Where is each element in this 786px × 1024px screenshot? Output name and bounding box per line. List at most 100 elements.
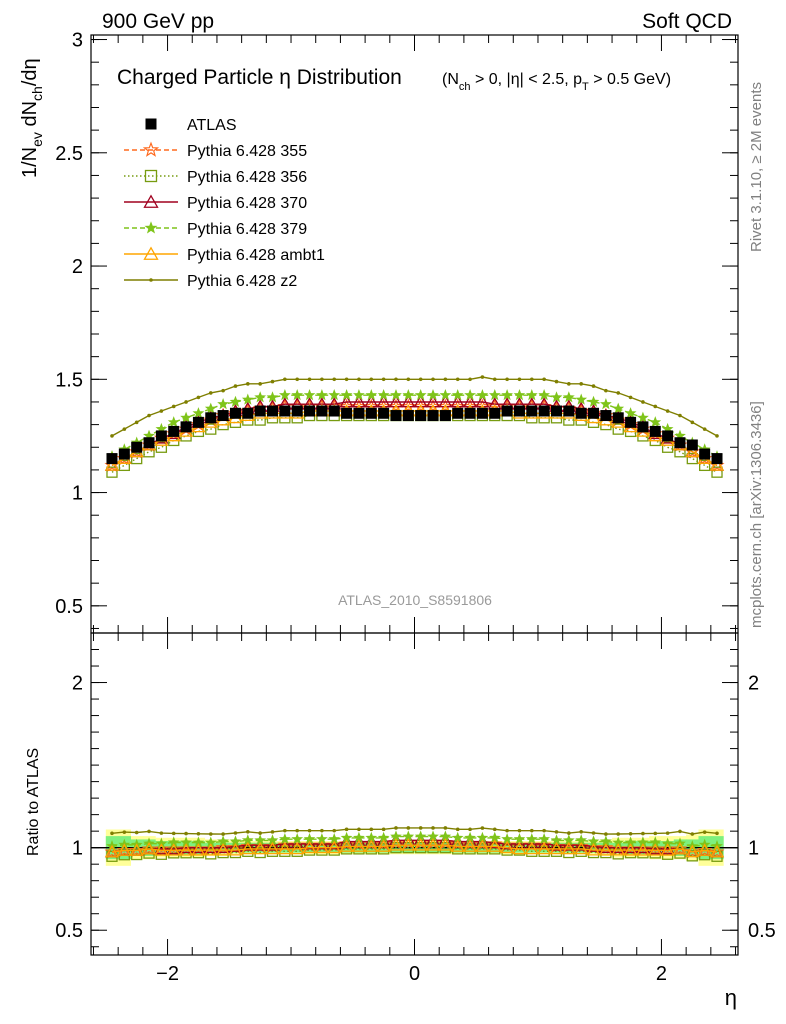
ratio-y-tick-label: 0.5 bbox=[55, 920, 83, 942]
data-point bbox=[488, 389, 501, 401]
ratio-point bbox=[591, 831, 596, 835]
data-point bbox=[316, 389, 328, 401]
ratio-point bbox=[155, 837, 168, 849]
y-tick-label: 2 bbox=[72, 256, 83, 278]
ratio-point bbox=[443, 826, 448, 830]
data-point bbox=[339, 394, 354, 408]
main-title-cuts: (Nch > 0, |η| < 2.5, pT > 0.5 GeV) bbox=[442, 71, 671, 93]
ratio-point bbox=[357, 827, 361, 832]
data-point bbox=[661, 441, 674, 453]
ratio-point bbox=[381, 827, 386, 832]
ratio-point bbox=[517, 828, 522, 833]
data-point bbox=[147, 413, 151, 418]
ratio-point bbox=[240, 841, 255, 855]
data-point bbox=[344, 377, 349, 382]
ratio-point bbox=[611, 843, 626, 856]
legend-entry: Pythia 6.428 ambt1 bbox=[124, 246, 325, 264]
data-point bbox=[480, 375, 485, 379]
data-point bbox=[204, 402, 217, 414]
data-point bbox=[562, 391, 575, 403]
main-y-axis-label: 1/Nev dNch/dη bbox=[19, 58, 45, 178]
ratio-point bbox=[406, 826, 411, 830]
ratio-point bbox=[439, 830, 452, 842]
y-tick-label: 3 bbox=[72, 30, 83, 52]
legend-marker bbox=[144, 169, 158, 183]
data-point bbox=[353, 389, 365, 401]
ratio-point bbox=[279, 833, 291, 845]
data-point bbox=[414, 389, 427, 401]
ratio-point bbox=[394, 826, 398, 830]
data-point bbox=[184, 400, 188, 404]
ratio-point bbox=[217, 835, 229, 847]
data-point bbox=[388, 394, 404, 408]
ratio-point bbox=[277, 837, 293, 852]
data-point bbox=[501, 389, 513, 401]
legend-label: Pythia 6.428 379 bbox=[187, 221, 307, 238]
ratio-point bbox=[418, 826, 423, 830]
ratio-point bbox=[612, 836, 625, 848]
data-point bbox=[217, 398, 229, 410]
data-point bbox=[192, 407, 205, 419]
data-point bbox=[579, 382, 583, 386]
ratio-point bbox=[258, 831, 262, 835]
ratio-point bbox=[637, 836, 649, 848]
ratio-point bbox=[616, 832, 621, 836]
ratio-point bbox=[208, 832, 213, 836]
ratio-point bbox=[678, 829, 682, 834]
data-point bbox=[377, 389, 390, 401]
legend-label: Pythia 6.428 356 bbox=[187, 169, 307, 186]
ratio-point bbox=[501, 833, 513, 845]
data-point bbox=[513, 405, 525, 417]
data-point bbox=[180, 421, 192, 433]
data-point bbox=[526, 405, 538, 417]
ratio-point bbox=[513, 833, 526, 845]
ratio-point bbox=[524, 841, 539, 855]
ratio-point bbox=[134, 830, 139, 835]
header-left: 900 GeV pp bbox=[102, 10, 214, 33]
ratio-point bbox=[402, 830, 415, 842]
ratio-point bbox=[600, 835, 612, 847]
legend-marker bbox=[144, 221, 158, 234]
ratio-point bbox=[413, 838, 428, 851]
data-point bbox=[381, 377, 386, 382]
ratio-point bbox=[624, 836, 637, 848]
ratio-point bbox=[241, 834, 254, 846]
data-point bbox=[455, 377, 460, 382]
ratio-point bbox=[307, 828, 312, 833]
data-point bbox=[425, 394, 441, 408]
side-label-mcplots: mcplots.cern.ch [arXiv:1306.3436] bbox=[748, 401, 765, 628]
ratio-point bbox=[254, 834, 267, 846]
data-point bbox=[575, 393, 588, 405]
ratio-point bbox=[505, 828, 509, 833]
data-point bbox=[168, 425, 180, 437]
data-point bbox=[661, 422, 674, 435]
ratio-point bbox=[635, 843, 651, 856]
data-point bbox=[406, 377, 411, 382]
data-point bbox=[588, 407, 600, 419]
ratio-point bbox=[574, 841, 589, 855]
data-point bbox=[378, 407, 390, 419]
data-point bbox=[653, 404, 658, 409]
ratio-point bbox=[192, 836, 205, 848]
ratio-point bbox=[665, 831, 670, 835]
ratio-point bbox=[628, 832, 633, 836]
ratio-point bbox=[538, 833, 550, 845]
data-point bbox=[685, 444, 700, 458]
ratio-point bbox=[499, 840, 515, 854]
ratio-point bbox=[511, 837, 527, 852]
data-point bbox=[709, 458, 725, 471]
data-point bbox=[340, 389, 353, 401]
data-point bbox=[291, 389, 304, 401]
data-point bbox=[159, 409, 164, 413]
ratio-point bbox=[513, 844, 526, 856]
ratio-point bbox=[376, 839, 391, 852]
ratio-point bbox=[253, 841, 268, 855]
ratio-point bbox=[451, 831, 464, 843]
data-point bbox=[529, 377, 534, 382]
data-point bbox=[104, 458, 120, 471]
ratio-axes: −2 0 2 0.5 0.5 1 1 2 2 bbox=[55, 617, 776, 985]
ratio-point bbox=[567, 831, 571, 835]
legend: ATLAS Pythia 6.428 355 Pythia 6.428 356 Pyt… bbox=[124, 117, 325, 290]
ratio-point bbox=[377, 831, 390, 843]
ratio-point bbox=[554, 830, 559, 834]
